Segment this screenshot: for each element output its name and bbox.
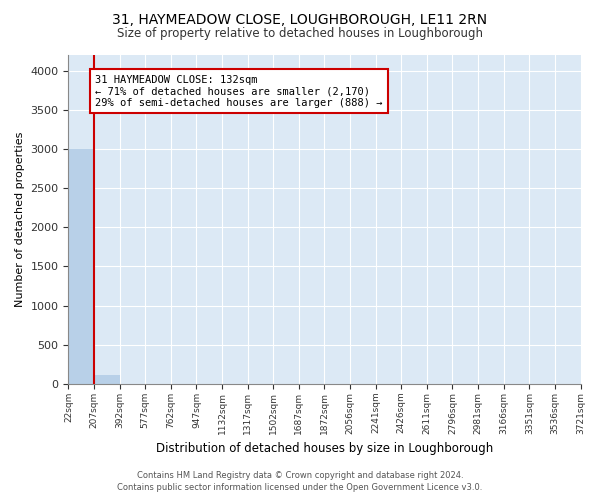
Bar bbox=[68, 149, 94, 384]
X-axis label: Distribution of detached houses by size in Loughborough: Distribution of detached houses by size … bbox=[156, 442, 493, 455]
Y-axis label: Number of detached properties: Number of detached properties bbox=[15, 132, 25, 307]
Text: Size of property relative to detached houses in Loughborough: Size of property relative to detached ho… bbox=[117, 28, 483, 40]
Text: 31 HAYMEADOW CLOSE: 132sqm
← 71% of detached houses are smaller (2,170)
29% of s: 31 HAYMEADOW CLOSE: 132sqm ← 71% of deta… bbox=[95, 74, 383, 108]
Text: 31, HAYMEADOW CLOSE, LOUGHBOROUGH, LE11 2RN: 31, HAYMEADOW CLOSE, LOUGHBOROUGH, LE11 … bbox=[112, 12, 488, 26]
Text: Contains HM Land Registry data © Crown copyright and database right 2024.
Contai: Contains HM Land Registry data © Crown c… bbox=[118, 471, 482, 492]
Bar bbox=[94, 376, 119, 384]
